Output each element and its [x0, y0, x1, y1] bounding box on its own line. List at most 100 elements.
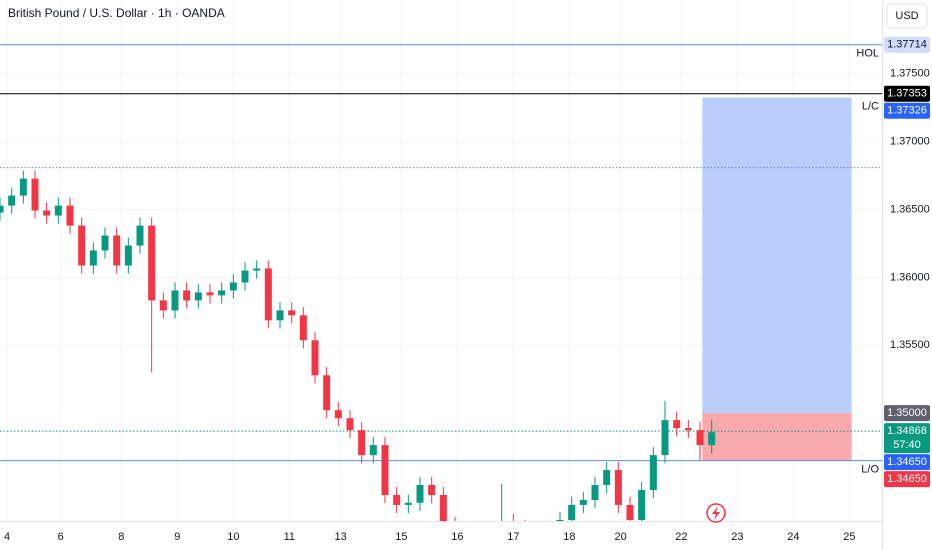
x-tick-label: 15: [395, 531, 407, 543]
y-tick-label: 1.37500: [890, 68, 930, 80]
candle-body: [381, 445, 389, 496]
target-zone: [702, 97, 852, 414]
alert-icon[interactable]: [706, 503, 726, 523]
candle-body: [54, 205, 62, 216]
chart-title: British Pound / U.S. Dollar · 1h · OANDA: [8, 6, 225, 20]
candle-body: [334, 410, 342, 419]
candle-body: [78, 225, 86, 266]
x-tick-label: 25: [843, 531, 855, 543]
price-badge: [884, 423, 930, 454]
candle-body: [358, 430, 366, 456]
candle-body: [533, 535, 540, 540]
candle-body: [299, 315, 307, 341]
candle-body: [136, 225, 144, 246]
candle-body: [19, 178, 27, 196]
currency-button[interactable]: [886, 3, 928, 29]
y-tick-label: 1.36000: [890, 271, 930, 283]
candle-body: [661, 420, 669, 456]
candle-body: [218, 290, 226, 296]
price-badge-label: 1.37326: [887, 105, 927, 117]
y-tick-label: 1.36500: [890, 203, 930, 215]
candle-body: [159, 300, 167, 311]
candle-body: [684, 428, 692, 431]
candle-body: [264, 268, 272, 321]
candle-body: [498, 522, 505, 530]
candle-body: [31, 178, 39, 211]
candle-body: [43, 210, 51, 216]
candle-body: [638, 490, 646, 520]
x-tick-label: 20: [615, 531, 627, 543]
candle-body: [510, 522, 517, 528]
candle-body: [568, 504, 576, 520]
candle-body: [428, 484, 436, 496]
candle-body: [708, 432, 716, 446]
candle-body: [463, 540, 470, 545]
candle-body: [66, 205, 74, 226]
candle-body: [439, 495, 447, 521]
x-tick-label: 17: [507, 531, 519, 543]
price-badge-label: 1.37353: [887, 88, 927, 100]
candle-body: [241, 270, 249, 283]
line-label: L/O: [861, 464, 879, 476]
candle-body: [124, 245, 132, 266]
candle-body: [416, 484, 424, 503]
x-tick-label: 18: [563, 531, 575, 543]
price-badge: [884, 85, 930, 102]
plot-area: [0, 0, 882, 545]
candle-body: [369, 445, 377, 456]
price-badge: [884, 102, 930, 119]
candle-body: [649, 455, 657, 491]
x-tick-label: 8: [118, 531, 124, 543]
x-tick-label: 9: [174, 531, 180, 543]
alert-bolt[interactable]: [712, 506, 720, 520]
price-badge-label: 1.34868: [887, 425, 927, 437]
price-badge-label: 1.34650: [887, 456, 927, 468]
y-tick-label: 1.35500: [890, 339, 930, 351]
candle-body: [522, 528, 529, 535]
candle-body: [556, 520, 564, 521]
candle-body: [148, 225, 156, 301]
candle-body: [171, 290, 179, 311]
candle-body: [626, 504, 634, 520]
candle-body: [276, 310, 284, 321]
candle-body: [101, 235, 109, 251]
y-tick-label: 1.37000: [890, 136, 930, 148]
price-badge-label: 1.37714: [887, 39, 927, 51]
currency[interactable]: USD: [895, 10, 918, 22]
candle-body: [475, 540, 482, 545]
candle-body: [288, 310, 296, 316]
candle-body: [113, 235, 121, 266]
x-tick-label: 6: [58, 531, 64, 543]
candle-body: [194, 292, 202, 301]
line-label: HOL: [856, 48, 879, 60]
stop-zone: [702, 413, 852, 461]
candle-body: [253, 268, 261, 271]
candle-body: [8, 195, 16, 206]
candle-body: [89, 250, 97, 266]
candle-body: [545, 530, 552, 540]
x-tick-label: 11: [284, 531, 295, 543]
candle-body: [323, 375, 331, 411]
candle-body: [591, 484, 599, 501]
price-badge: [884, 405, 930, 422]
x-tick-label: 22: [675, 531, 687, 543]
candle-body: [487, 530, 494, 540]
candle-body: [673, 420, 681, 429]
countdown: 57:40: [893, 439, 921, 451]
candle-body: [603, 470, 611, 485]
candle-body: [614, 470, 622, 505]
candle-body: [404, 502, 412, 505]
candle-body: [696, 430, 704, 446]
candle-body: [0, 205, 4, 213]
price-badge-label: 1.35000: [887, 407, 927, 419]
alert-circle[interactable]: [706, 503, 726, 523]
price-badge: [884, 454, 930, 471]
price-badge: [884, 471, 930, 488]
price-badge: [884, 36, 930, 53]
x-tick-label: 13: [335, 531, 347, 543]
x-tick-label: 4: [4, 531, 10, 543]
x-tick-label: 10: [227, 531, 239, 543]
x-tick-label: 23: [731, 531, 743, 543]
